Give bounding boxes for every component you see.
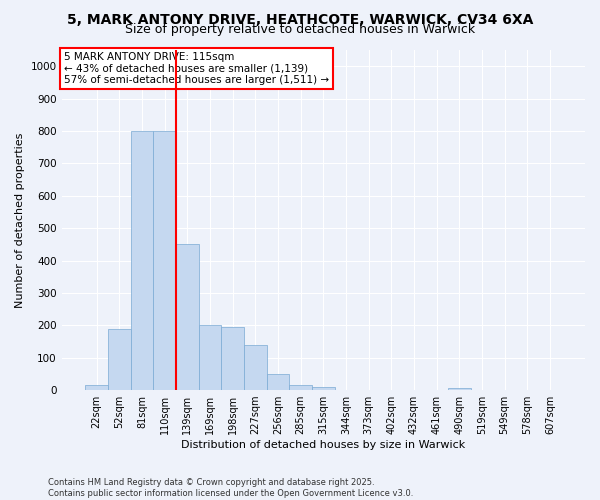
Bar [266, 374, 289, 390]
Text: 5, MARK ANTONY DRIVE, HEATHCOTE, WARWICK, CV34 6XA: 5, MARK ANTONY DRIVE, HEATHCOTE, WARWICK… [67, 12, 533, 26]
Bar [154, 131, 176, 390]
Bar [289, 385, 312, 390]
Bar [448, 388, 470, 390]
Bar [131, 131, 154, 390]
Bar [176, 244, 199, 390]
Bar [244, 344, 266, 390]
Bar [108, 328, 131, 390]
Y-axis label: Number of detached properties: Number of detached properties [15, 132, 25, 308]
Text: Size of property relative to detached houses in Warwick: Size of property relative to detached ho… [125, 22, 475, 36]
Bar [312, 387, 335, 390]
Bar [85, 385, 108, 390]
Bar [221, 327, 244, 390]
X-axis label: Distribution of detached houses by size in Warwick: Distribution of detached houses by size … [181, 440, 466, 450]
Text: Contains HM Land Registry data © Crown copyright and database right 2025.
Contai: Contains HM Land Registry data © Crown c… [48, 478, 413, 498]
Text: 5 MARK ANTONY DRIVE: 115sqm
← 43% of detached houses are smaller (1,139)
57% of : 5 MARK ANTONY DRIVE: 115sqm ← 43% of det… [64, 52, 329, 85]
Bar [199, 326, 221, 390]
